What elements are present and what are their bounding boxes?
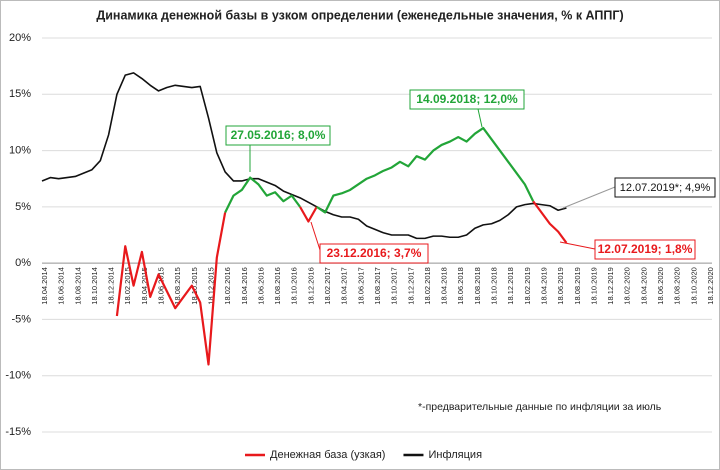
x-tick-label: 18.10.2016 [290, 267, 299, 305]
x-tick-label: 18.12.2018 [506, 267, 515, 305]
x-tick-label: 18.04.2016 [240, 267, 249, 305]
money-base-line [115, 212, 227, 366]
x-tick-label: 18.12.2020 [706, 267, 715, 305]
annotation-text: 14.09.2018; 12,0% [416, 92, 518, 106]
inflation-line [41, 72, 567, 240]
y-tick-label: 0% [15, 257, 31, 269]
y-tick-label: 20% [9, 32, 31, 44]
x-tick-label: 18.04.2017 [340, 267, 349, 305]
x-tick-label: 18.12.2017 [406, 267, 415, 305]
x-tick-label: 18.02.2017 [323, 267, 332, 305]
annotation-pointer [477, 108, 483, 128]
annotation-text: 12.07.2019*; 4,9% [620, 182, 711, 194]
x-tick-label: 18.06.2020 [656, 267, 665, 305]
annotation-pointer [310, 221, 321, 251]
x-tick-label: 18.02.2016 [223, 267, 232, 305]
annotation-box [225, 125, 331, 146]
money-base-line [532, 200, 568, 244]
x-tick-label: 18.02.2015 [123, 267, 132, 305]
x-tick-label: 18.10.2015 [190, 267, 199, 305]
annotation-text: 23.12.2016; 3,7% [327, 246, 422, 260]
annotation-box [409, 89, 525, 110]
x-tick-label: 18.12.2014 [107, 267, 116, 305]
money-base-line [224, 176, 301, 213]
x-tick-label: 18.06.2016 [256, 267, 265, 305]
annotation-pointer [562, 186, 616, 209]
x-tick-label: 18.10.2020 [689, 267, 698, 305]
x-tick-label: 18.08.2019 [573, 267, 582, 305]
x-tick-label: 18.06.2014 [57, 267, 66, 305]
annotation-text: 12.07.2019; 1,8% [598, 242, 693, 256]
x-tick-label: 18.08.2018 [473, 267, 482, 305]
x-tick-label: 18.10.2014 [90, 267, 99, 305]
y-tick-label: 5% [15, 201, 31, 213]
x-tick-label: 18.06.2017 [356, 267, 365, 305]
legend-label: Инфляция [428, 449, 482, 461]
y-tick-label: -10% [5, 370, 31, 382]
x-tick-label: 18.10.2019 [589, 267, 598, 305]
y-tick-label: 10% [9, 144, 31, 156]
x-tick-label: 18.12.2015 [206, 267, 215, 305]
x-tick-label: 18.04.2020 [639, 267, 648, 305]
annotation-box [319, 243, 429, 264]
x-tick-label: 18.08.2016 [273, 267, 282, 305]
annotation-text: 27.05.2016; 8,0% [231, 128, 326, 142]
money-base-line [299, 206, 318, 223]
x-tick-label: 18.12.2016 [306, 267, 315, 305]
x-tick-label: 18.10.2017 [390, 267, 399, 305]
x-tick-label: 18.06.2019 [556, 267, 565, 305]
x-tick-label: 18.02.2018 [423, 267, 432, 305]
x-tick-label: 18.06.2015 [157, 267, 166, 305]
x-tick-label: 18.02.2020 [623, 267, 632, 305]
legend-label: Денежная база (узкая) [270, 449, 385, 461]
money-base-line [316, 126, 535, 214]
x-tick-label: 18.08.2017 [373, 267, 382, 305]
x-tick-label: 18.06.2018 [456, 267, 465, 305]
footnote: *-предварительные данные по инфляции за … [418, 401, 662, 413]
y-tick-label: 15% [9, 88, 31, 100]
x-tick-label: 18.04.2015 [140, 267, 149, 305]
x-tick-label: 18.04.2014 [40, 267, 49, 305]
x-tick-label: 18.12.2019 [606, 267, 615, 305]
annotation-box [594, 239, 696, 260]
chart-title: Динамика денежной базы в узком определен… [96, 8, 623, 22]
annotation-box [614, 177, 716, 198]
x-tick-label: 18.02.2019 [523, 267, 532, 305]
x-tick-label: 18.10.2018 [490, 267, 499, 305]
annotation-pointer [559, 241, 596, 250]
y-tick-label: -15% [5, 426, 31, 438]
x-tick-label: 18.04.2018 [440, 267, 449, 305]
x-tick-label: 18.04.2019 [539, 267, 548, 305]
x-tick-label: 18.08.2020 [673, 267, 682, 305]
y-tick-label: -5% [11, 313, 31, 325]
x-tick-label: 18.08.2015 [173, 267, 182, 305]
x-tick-label: 18.08.2014 [73, 267, 82, 305]
